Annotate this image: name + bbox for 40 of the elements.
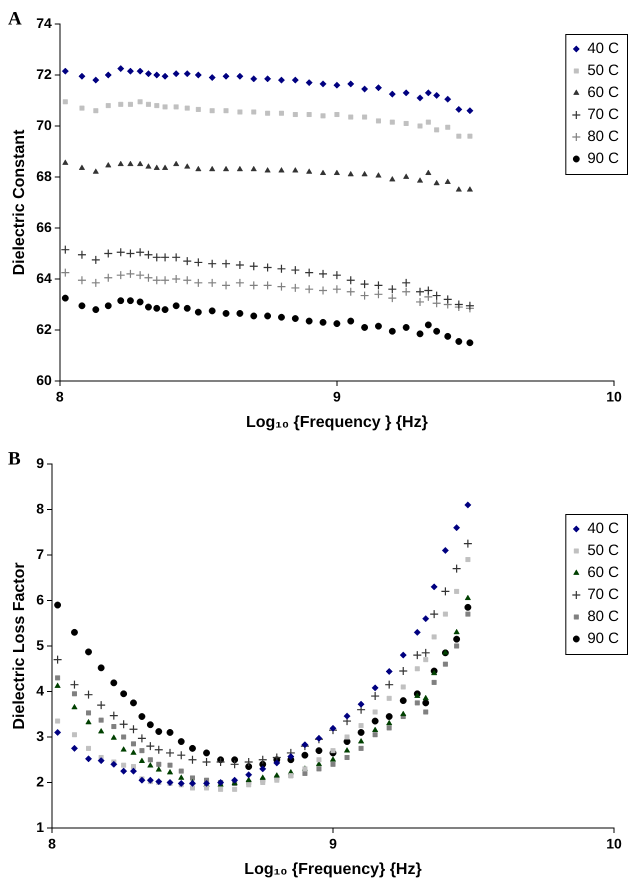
y-tick-label: 74 [36, 14, 52, 31]
y-tick-label: 3 [36, 728, 44, 744]
y-tick-label: 6 [36, 591, 44, 608]
legend-label: 50 C [587, 542, 620, 560]
legend-label: 40 C [587, 520, 620, 538]
y-tick-label: 72 [36, 66, 52, 82]
y-tick-label: 5 [36, 636, 44, 653]
y-axis-title: Dielectric Loss Factor [11, 562, 28, 730]
x-axis-title: Log₁₀ {Frequency} {Hz} [244, 860, 422, 878]
legend-label: 80 C [587, 128, 620, 146]
legend-label: 60 C [587, 564, 620, 582]
y-tick-label: 70 [36, 116, 52, 133]
legend-label: 40 C [587, 40, 620, 58]
x-tick-label: 8 [56, 388, 64, 404]
x-tick-label: 9 [329, 835, 338, 852]
x-tick-label: 10 [606, 835, 622, 852]
y-tick-label: 60 [36, 372, 52, 388]
y-tick-label: 64 [36, 270, 52, 286]
y-tick-label: 4 [36, 682, 44, 698]
legend-label: 80 C [587, 608, 620, 626]
x-tick-label: 9 [332, 388, 341, 404]
y-tick-label: 2 [36, 773, 44, 790]
chart-title: A [8, 8, 22, 30]
y-tick-label: 1 [36, 818, 44, 835]
chart-title: B [8, 448, 21, 470]
legend-label: 60 C [587, 84, 620, 102]
y-tick-label: 7 [36, 546, 44, 562]
y-tick-label: 66 [36, 218, 52, 235]
y-tick-label: 8 [36, 500, 44, 516]
legend-label: 70 C [587, 586, 620, 604]
y-tick-label: 62 [36, 320, 52, 337]
y-tick-label: 68 [36, 168, 52, 184]
legend-label: 90 C [587, 150, 620, 168]
y-axis-title: Dielectric Constant [11, 128, 28, 276]
x-axis-title: Log₁₀ {Frequency } {Hz} [246, 414, 428, 431]
legend-label: 70 C [587, 106, 620, 124]
y-tick-label: 9 [36, 454, 44, 471]
legend-label: 90 C [587, 630, 620, 648]
legend-label: 50 C [587, 62, 620, 80]
x-tick-label: 10 [606, 388, 622, 404]
